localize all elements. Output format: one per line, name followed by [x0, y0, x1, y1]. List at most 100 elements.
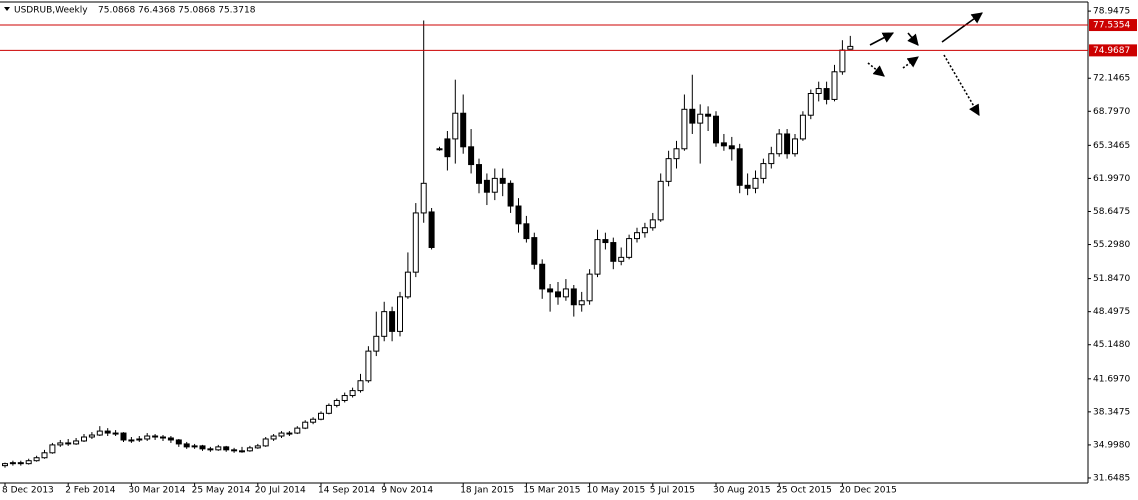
x-tick-label: 30 Mar 2014 — [128, 486, 185, 496]
y-tick-label: 31.6485 — [1093, 473, 1130, 483]
candle-body — [9, 462, 16, 465]
candle-body — [531, 237, 538, 265]
y-tick-label: 38.3475 — [1093, 407, 1130, 417]
candle-body — [784, 133, 791, 155]
candle-body — [49, 444, 56, 454]
x-tick-label: 15 Mar 2015 — [523, 486, 580, 496]
candle-body — [523, 223, 530, 240]
candle-body — [318, 412, 324, 420]
candle-body — [397, 296, 403, 332]
candle-body — [152, 435, 159, 438]
candle-body — [823, 88, 830, 100]
candle-body — [223, 446, 230, 451]
forecast-arrows — [867, 12, 983, 116]
candle-body — [483, 179, 490, 193]
y-tick-label: 45.1480 — [1093, 340, 1130, 350]
candle-body — [776, 133, 783, 155]
chart-title: USDRUB,Weekly — [14, 6, 88, 16]
candle-body — [144, 435, 151, 440]
candle-body — [713, 115, 719, 144]
candle-body — [555, 291, 561, 298]
candle-body — [665, 158, 672, 182]
y-tick-label: 65.3465 — [1093, 141, 1130, 151]
candle-body — [705, 113, 712, 117]
candle-body — [96, 430, 103, 436]
y-tick-label: 58.6475 — [1093, 207, 1130, 217]
candle-body — [310, 418, 317, 423]
candle-body — [389, 311, 396, 332]
candle-body — [499, 177, 506, 184]
candle-body — [539, 263, 546, 290]
x-tick-label: 2 Feb 2014 — [65, 486, 116, 496]
candle-body — [262, 438, 269, 447]
candle-body — [594, 239, 601, 275]
candle-body — [689, 108, 696, 124]
candle-body — [270, 435, 277, 440]
candle-body — [720, 142, 727, 147]
x-tick-label: 20 Jul 2014 — [255, 486, 306, 496]
candle-body — [792, 138, 798, 155]
y-tick-label: 48.4975 — [1093, 307, 1130, 317]
price-level-tag — [1089, 44, 1137, 57]
candle-body — [349, 390, 356, 397]
x-tick-label: 18 Jan 2015 — [460, 486, 514, 496]
candle-body — [768, 153, 775, 165]
candle-body — [33, 457, 40, 462]
candle-body — [199, 445, 206, 450]
candle-body — [634, 232, 640, 240]
candle-body — [294, 427, 301, 434]
price-level-label: 74.9687 — [1093, 46, 1130, 56]
candle-body — [681, 108, 688, 150]
candle-body — [460, 112, 467, 148]
candle-body — [404, 271, 411, 298]
candle-body — [728, 145, 735, 150]
candle-body — [365, 350, 372, 382]
candle-body — [286, 432, 293, 435]
candle-body — [25, 460, 32, 465]
candle-body — [381, 311, 388, 337]
candle-body — [183, 443, 190, 448]
ohlc-readout: 75.0868 76.4368 75.0868 75.3718 — [98, 6, 256, 16]
candle-body — [515, 205, 522, 225]
candle-body — [167, 437, 174, 441]
arrow — [869, 32, 894, 46]
y-tick-label: 41.6970 — [1093, 374, 1130, 384]
candle-body — [839, 49, 846, 73]
x-tick-label: 9 Nov 2014 — [381, 486, 433, 496]
candle-body — [815, 88, 822, 95]
candle-body — [341, 395, 348, 401]
candle-body — [136, 438, 143, 441]
candle-body — [444, 138, 451, 158]
candle-body — [760, 163, 767, 179]
candle-body — [120, 432, 127, 441]
y-tick-label: 34.9980 — [1093, 440, 1130, 450]
candle-body — [357, 380, 364, 392]
arrow — [907, 32, 919, 46]
candle-body — [207, 448, 214, 451]
y-tick-label: 78.9475 — [1093, 7, 1130, 17]
candle-body — [476, 164, 482, 184]
candle-body — [468, 146, 475, 166]
arrow — [943, 54, 980, 116]
candle-body — [231, 449, 238, 452]
candle-body — [325, 404, 332, 414]
candle-body — [436, 148, 443, 151]
y-tick-label: 51.8470 — [1093, 274, 1130, 284]
candle-body — [81, 436, 87, 442]
candle-body — [641, 227, 648, 234]
x-tick-label: 8 Dec 2013 — [2, 486, 54, 496]
y-tick-label: 72.1465 — [1093, 74, 1130, 84]
symbol-menu-icon[interactable] — [4, 7, 10, 11]
candle-body — [254, 445, 261, 449]
candle-body — [744, 184, 751, 189]
candle-body — [17, 462, 24, 465]
candle-body — [278, 432, 285, 437]
candle-body — [239, 450, 245, 453]
candle-body — [697, 113, 704, 124]
candle-body — [57, 442, 64, 446]
candle-body — [831, 71, 838, 100]
price-level-tag — [1089, 19, 1137, 32]
x-tick-label: 30 Aug 2015 — [713, 486, 771, 496]
